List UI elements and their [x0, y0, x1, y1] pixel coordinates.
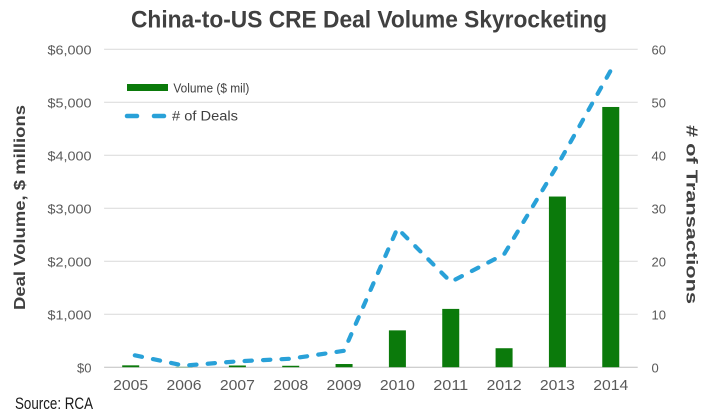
svg-text:50: 50 [652, 95, 666, 110]
svg-text:$5,000: $5,000 [48, 95, 92, 110]
svg-text:2009: 2009 [327, 378, 362, 394]
svg-text:10: 10 [652, 307, 666, 322]
svg-text:2005: 2005 [113, 378, 148, 394]
svg-text:2014: 2014 [593, 378, 628, 394]
svg-text:$2,000: $2,000 [48, 254, 92, 269]
svg-text:2012: 2012 [487, 378, 522, 394]
svg-text:China-to-US CRE Deal Volume Sk: China-to-US CRE Deal Volume Skyrocketing [131, 7, 607, 34]
svg-text:40: 40 [652, 148, 666, 163]
svg-text:Source: RCA: Source: RCA [15, 394, 94, 413]
svg-text:$0: $0 [77, 360, 91, 375]
svg-text:$1,000: $1,000 [48, 307, 92, 322]
svg-text:$4,000: $4,000 [48, 148, 92, 163]
svg-text:2010: 2010 [380, 378, 415, 394]
svg-text:Deal Volume, $ millions: Deal Volume, $ millions [12, 105, 29, 310]
svg-text:2011: 2011 [433, 378, 468, 394]
svg-text:60: 60 [652, 42, 666, 57]
svg-text:# of Transactions: # of Transactions [683, 125, 700, 304]
svg-text:20: 20 [652, 254, 666, 269]
svg-text:2008: 2008 [273, 378, 308, 394]
svg-text:$6,000: $6,000 [48, 42, 92, 57]
svg-text:# of Deals: # of Deals [172, 109, 238, 124]
svg-text:2013: 2013 [540, 378, 575, 394]
svg-text:30: 30 [652, 201, 666, 216]
svg-text:Volume ($ mil): Volume ($ mil) [173, 81, 249, 96]
svg-text:2006: 2006 [167, 378, 202, 394]
svg-text:0: 0 [652, 360, 659, 375]
svg-text:$3,000: $3,000 [48, 201, 92, 216]
svg-text:2007: 2007 [220, 378, 255, 394]
